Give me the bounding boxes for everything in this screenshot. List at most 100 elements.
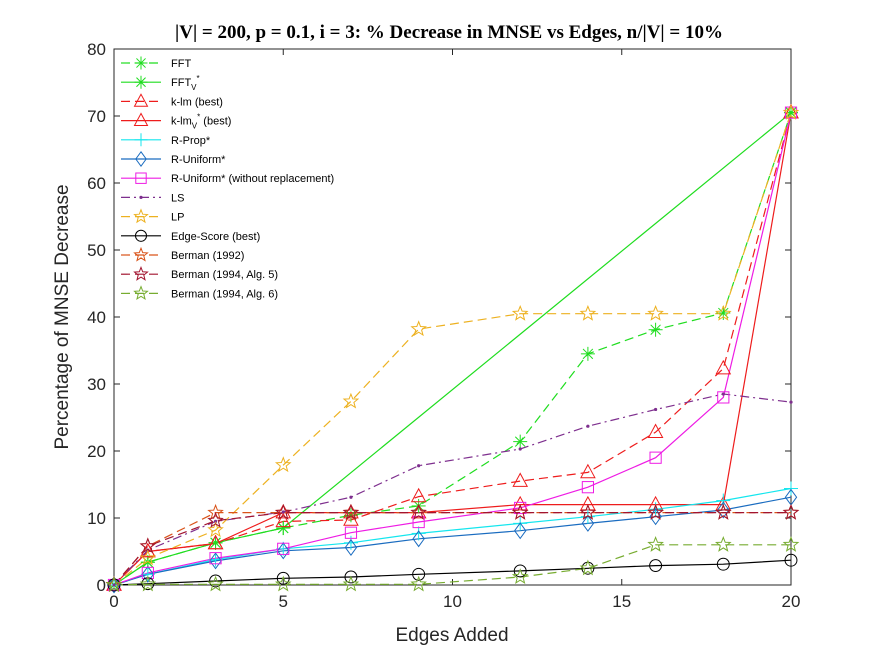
marker-star	[207, 503, 224, 520]
marker-circle	[344, 570, 358, 584]
marker-star	[647, 304, 664, 321]
y-tick-label: 50	[87, 241, 106, 260]
marker-star	[139, 575, 157, 592]
legend: FFT FFTV* k-lm (best) k-lmV* (best) R-Prop* R…	[121, 56, 334, 301]
y-tick-label: 70	[87, 107, 106, 126]
legend-label: Edge-Score (best)	[171, 231, 260, 243]
y-tick-label: 20	[87, 442, 106, 461]
y-axis-label: Percentage of MNSE Decrease	[52, 184, 73, 449]
marker-circle	[716, 557, 730, 571]
marker-plus	[784, 481, 798, 496]
marker-star	[579, 559, 597, 576]
marker-star	[274, 456, 292, 473]
marker-plus	[134, 133, 148, 147]
y-tick-label: 30	[87, 375, 106, 394]
series-line	[113, 112, 792, 586]
series-line	[113, 112, 792, 586]
marker-asterisk	[276, 521, 291, 536]
legend-entry: Berman (1994, Alg. 6)	[121, 285, 278, 301]
marker-diamond	[581, 514, 595, 532]
legend-label: Berman (1992)	[171, 250, 244, 262]
marker-dot	[586, 424, 590, 428]
axis-ticks: 0 5 10 15 20 0 10 20 30 40 50 60 70 80	[87, 40, 800, 611]
marker-star	[782, 536, 800, 552]
legend-entry: Edge-Score (best)	[121, 229, 260, 243]
legend-label: LS	[171, 192, 184, 204]
marker-dot	[721, 392, 725, 396]
marker-star	[342, 575, 360, 592]
marker-circle	[581, 561, 595, 575]
marker-diamond	[649, 508, 662, 526]
marker-star	[207, 575, 224, 592]
marker-diamond	[141, 565, 155, 583]
marker-diamond	[717, 501, 730, 519]
marker-triangle	[207, 534, 224, 550]
marker-star	[579, 503, 597, 520]
marker-star	[782, 503, 800, 520]
marker-asterisk	[134, 56, 148, 70]
marker-star	[511, 568, 529, 585]
series-markers	[105, 103, 800, 594]
x-tick-label: 15	[612, 592, 631, 611]
marker-circle	[134, 229, 148, 242]
marker-diamond	[209, 552, 222, 570]
legend-entry: Berman (1994, Alg. 5)	[121, 266, 278, 281]
x-axis-label: Edges Added	[395, 625, 508, 646]
marker-triangle	[133, 93, 149, 107]
marker-triangle	[580, 463, 596, 479]
marker-star	[579, 304, 597, 321]
series-line	[113, 559, 792, 586]
legend-label: LP	[171, 212, 184, 224]
legend-label: R-Uniform*	[171, 154, 226, 166]
marker-square	[344, 526, 358, 539]
marker-triangle	[715, 495, 732, 511]
marker-dot	[789, 400, 793, 404]
legend-label: FFT	[171, 58, 191, 70]
legend-entry: R-Prop*	[121, 133, 211, 147]
marker-star	[342, 503, 360, 520]
legend-label: k-lm (best)	[171, 96, 223, 108]
legend-entry: Berman (1992)	[121, 246, 244, 262]
marker-star	[133, 285, 149, 301]
marker-dot	[112, 583, 116, 587]
marker-triangle	[343, 503, 359, 519]
legend-label: R-Prop*	[171, 135, 211, 147]
marker-star	[342, 392, 360, 409]
marker-circle	[784, 553, 798, 567]
marker-triangle	[275, 503, 292, 519]
series-line	[113, 544, 791, 586]
chart-title: |V| = 200, p = 0.1, i = 3: % Decrease in…	[175, 22, 723, 43]
marker-star	[714, 304, 732, 321]
marker-circle	[107, 578, 121, 592]
marker-star	[647, 536, 664, 552]
marker-circle	[649, 559, 663, 573]
marker-star	[714, 503, 732, 520]
marker-square	[514, 501, 527, 515]
marker-square	[141, 566, 154, 580]
marker-star	[133, 208, 149, 224]
y-tick-label: 40	[87, 308, 106, 327]
marker-diamond	[277, 542, 290, 560]
marker-star	[139, 549, 157, 566]
legend-entry: FFTV*	[121, 74, 200, 92]
marker-triangle	[410, 487, 427, 503]
marker-plus	[411, 526, 426, 541]
marker-diamond	[135, 150, 147, 168]
marker-star	[105, 576, 123, 593]
marker-triangle	[275, 512, 292, 528]
marker-triangle	[715, 359, 732, 375]
marker-star	[133, 266, 149, 281]
marker-triangle	[133, 112, 149, 126]
marker-diamond	[412, 530, 425, 548]
marker-dot	[349, 495, 353, 499]
legend-entry: R-Uniform* (without replacement)	[121, 172, 334, 185]
marker-dot	[281, 510, 285, 514]
marker-square	[135, 172, 147, 184]
y-tick-label: 0	[97, 576, 106, 595]
marker-star	[133, 246, 149, 262]
legend-entry: R-Uniform*	[121, 150, 226, 168]
marker-star	[410, 320, 427, 337]
y-tick-label: 10	[87, 509, 106, 528]
marker-square	[649, 451, 662, 464]
